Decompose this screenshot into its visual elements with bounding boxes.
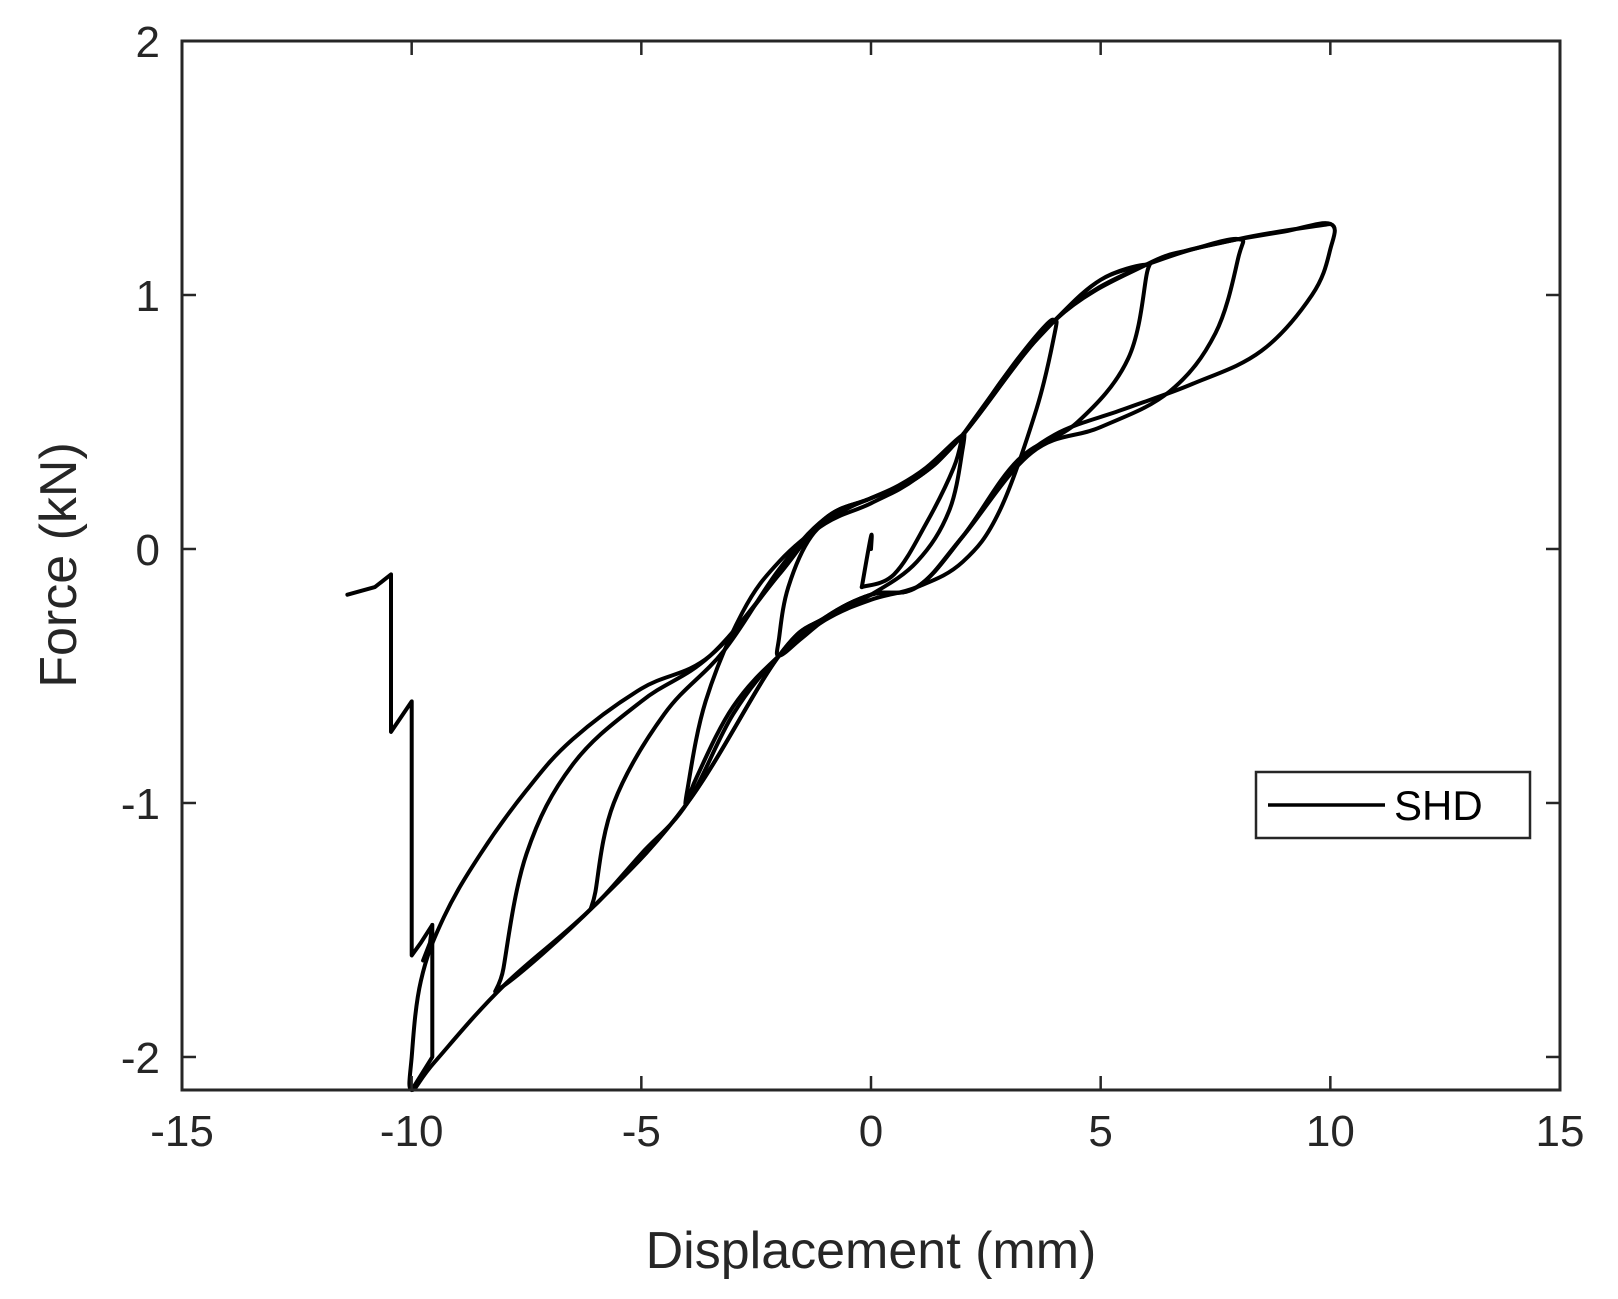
x-axis-title: Displacement (mm) — [646, 1222, 1097, 1280]
x-tick-label: 10 — [1306, 1107, 1355, 1156]
y-axis-title: Force (kN) — [30, 442, 88, 688]
y-tick-label: 2 — [136, 18, 160, 67]
y-tick-label: 0 — [136, 526, 160, 575]
x-axis-ticks: -15 -10 -5 0 5 10 15 — [150, 41, 1584, 1156]
x-tick-label: 15 — [1536, 1107, 1585, 1156]
plot-area — [345, 221, 1337, 1092]
y-tick-label: -1 — [121, 780, 160, 829]
x-tick-label: -5 — [622, 1107, 661, 1156]
x-tick-label: -10 — [380, 1107, 444, 1156]
y-tick-label: 1 — [136, 272, 160, 321]
series-shd-loop — [345, 572, 435, 1092]
x-tick-label: -15 — [150, 1107, 214, 1156]
series-shd-loop — [407, 221, 1337, 1092]
series-shd-loop — [859, 532, 874, 590]
y-axis-ticks: -2 -1 0 1 2 — [121, 18, 1560, 1083]
legend-label-shd: SHD — [1394, 782, 1483, 829]
y-tick-label: -2 — [121, 1034, 160, 1083]
legend: SHD — [1254, 770, 1532, 840]
x-tick-label: 5 — [1088, 1107, 1112, 1156]
x-tick-label: 0 — [859, 1107, 883, 1156]
